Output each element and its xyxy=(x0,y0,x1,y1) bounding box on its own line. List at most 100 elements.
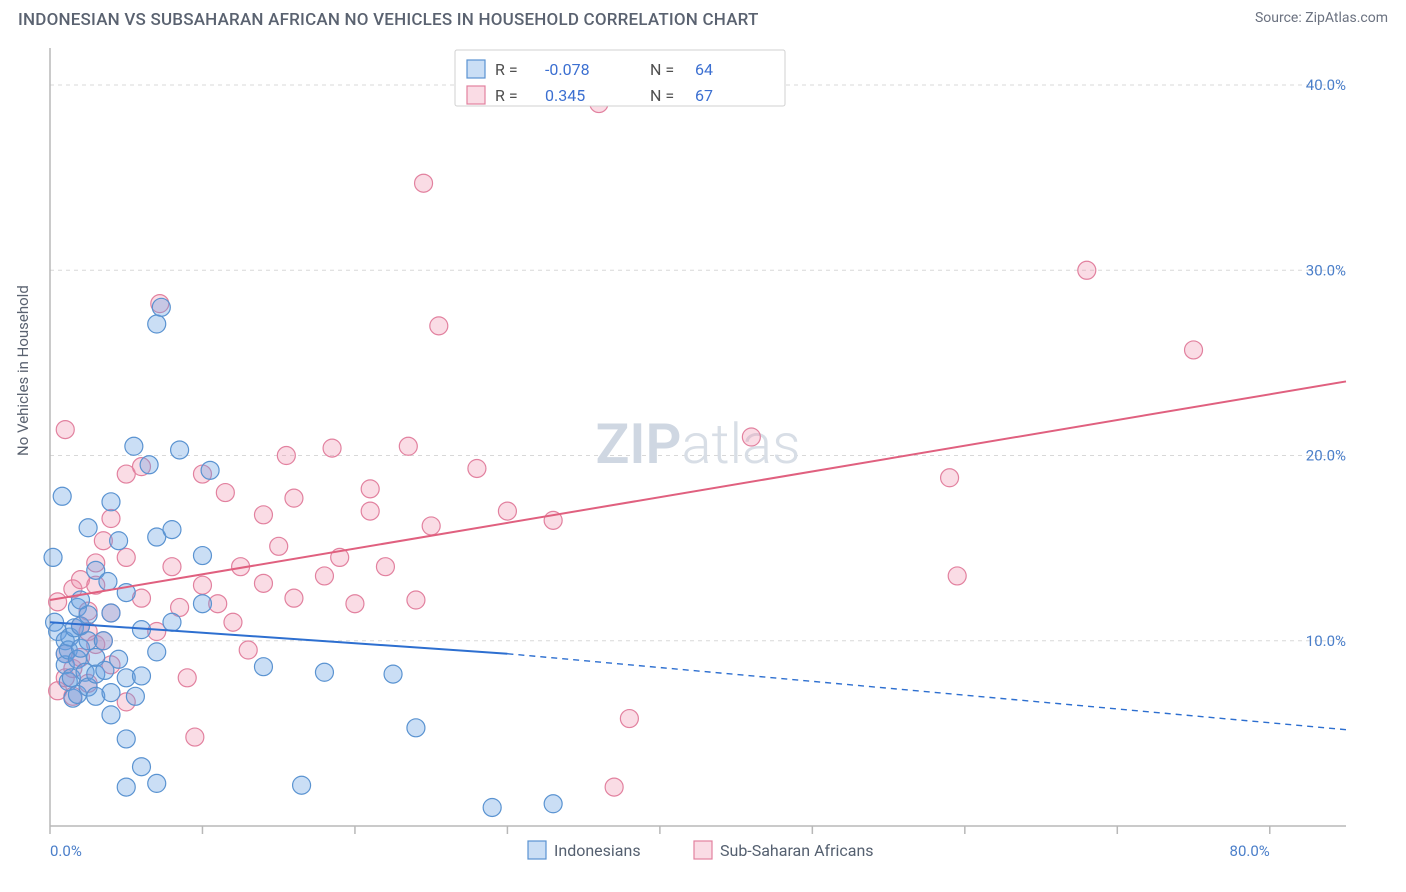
indonesian-point xyxy=(171,441,189,459)
legend-r-label: R = xyxy=(495,86,518,105)
source-prefix: Source: xyxy=(1255,10,1305,26)
subsaharan-point xyxy=(498,502,516,520)
subsaharan-point xyxy=(285,489,303,507)
indonesian-point xyxy=(44,548,62,566)
chart-title: INDONESIAN VS SUBSAHARAN AFRICAN NO VEHI… xyxy=(18,10,759,30)
subsaharan-point xyxy=(163,558,181,576)
indonesian-point xyxy=(163,613,181,631)
subsaharan-point xyxy=(468,459,486,477)
legend-n-value: 64 xyxy=(695,60,713,79)
subsaharan-point xyxy=(216,484,234,502)
legend-label-indonesian: Indonesians xyxy=(554,841,641,860)
indonesian-point xyxy=(152,298,170,316)
subsaharan-point xyxy=(56,421,74,439)
indonesian-point xyxy=(102,684,120,702)
y-tick-label: 20.0% xyxy=(1306,447,1346,465)
legend-r-value: -0.078 xyxy=(545,60,590,79)
indonesian-point xyxy=(125,437,143,455)
indonesian-point xyxy=(254,658,272,676)
indonesian-point xyxy=(102,604,120,622)
legend-swatch xyxy=(467,86,485,104)
indonesian-point xyxy=(132,667,150,685)
legend-n-value: 67 xyxy=(695,86,713,105)
legend-swatch-indonesian xyxy=(528,841,546,859)
subsaharan-point xyxy=(277,447,295,465)
indonesian-point xyxy=(148,643,166,661)
indonesian-point xyxy=(110,650,128,668)
indonesian-point xyxy=(117,730,135,748)
legend-r-label: R = xyxy=(495,60,518,79)
subsaharan-point xyxy=(186,728,204,746)
subsaharan-point xyxy=(415,174,433,192)
indonesian-point xyxy=(193,547,211,565)
legend-n-label: N = xyxy=(650,60,674,79)
indonesian-point xyxy=(384,665,402,683)
indonesian-point xyxy=(315,663,333,681)
subsaharan-point xyxy=(224,613,242,631)
indonesian-point xyxy=(126,687,144,705)
x-tick-label: 80.0% xyxy=(1230,842,1270,860)
indonesian-point xyxy=(110,532,128,550)
subsaharan-point xyxy=(193,576,211,594)
subsaharan-point xyxy=(254,574,272,592)
indonesian-point xyxy=(102,706,120,724)
legend-label-subsaharan: Sub-Saharan Africans xyxy=(720,841,874,860)
subsaharan-point xyxy=(102,510,120,528)
correlation-chart: ZIPatlas 0.0% 80.0% 10.0% 20.0% 30.0% 40.0% R =… xyxy=(0,36,1406,884)
watermark: ZIPatlas xyxy=(596,411,801,477)
indonesian-point xyxy=(102,493,120,511)
indonesian-point xyxy=(193,595,211,613)
y-tick-label: 30.0% xyxy=(1306,261,1346,279)
subsaharan-point xyxy=(254,506,272,524)
subsaharan-point xyxy=(270,537,288,555)
indonesian-point xyxy=(483,798,501,816)
indonesian-point xyxy=(148,315,166,333)
legend-swatch xyxy=(467,60,485,78)
legend-r-value: 0.345 xyxy=(545,86,585,105)
subsaharan-point xyxy=(315,567,333,585)
subsaharan-point xyxy=(1078,261,1096,279)
subsaharan-point xyxy=(346,595,364,613)
subsaharan-point xyxy=(117,548,135,566)
subsaharan-point xyxy=(1185,341,1203,359)
bottom-legend: Indonesians Sub-Saharan Africans xyxy=(528,841,874,860)
legend-swatch-subsaharan xyxy=(694,841,712,859)
subsaharan-point xyxy=(361,480,379,498)
subsaharan-point xyxy=(605,778,623,796)
subsaharan-point xyxy=(285,589,303,607)
subsaharan-point xyxy=(178,669,196,687)
indonesian-point xyxy=(201,461,219,479)
x-tick-label: 0.0% xyxy=(50,842,82,860)
indonesian-point xyxy=(148,774,166,792)
subsaharan-point xyxy=(361,502,379,520)
indonesian-point xyxy=(117,778,135,796)
indonesian-point xyxy=(293,776,311,794)
subsaharan-point xyxy=(399,437,417,455)
subsaharan-point xyxy=(239,641,257,659)
subsaharan-point xyxy=(376,558,394,576)
y-tick-label: 10.0% xyxy=(1306,632,1346,650)
subsaharan-point xyxy=(430,317,448,335)
subsaharan-point xyxy=(742,428,760,446)
subsaharan-point xyxy=(323,439,341,457)
y-axis-label: No Vehicles in Household xyxy=(14,285,32,456)
indonesian-trend-line xyxy=(50,622,507,653)
indonesian-point xyxy=(99,572,117,590)
indonesian-point xyxy=(163,521,181,539)
subsaharan-point xyxy=(49,593,67,611)
indonesian-point xyxy=(544,795,562,813)
subsaharan-point xyxy=(620,710,638,728)
indonesian-point xyxy=(79,606,97,624)
subsaharan-point xyxy=(422,517,440,535)
indonesian-point xyxy=(407,719,425,737)
indonesian-point xyxy=(94,632,112,650)
subsaharan-point xyxy=(948,567,966,585)
legend-n-label: N = xyxy=(650,86,674,105)
source-link[interactable]: ZipAtlas.com xyxy=(1305,10,1388,26)
y-tick-label: 40.0% xyxy=(1306,76,1346,94)
subsaharan-point xyxy=(407,591,425,609)
subsaharan-point xyxy=(941,469,959,487)
indonesian-point xyxy=(79,519,97,537)
indonesian-point xyxy=(53,487,71,505)
source-attribution: Source: ZipAtlas.com xyxy=(1255,10,1388,26)
